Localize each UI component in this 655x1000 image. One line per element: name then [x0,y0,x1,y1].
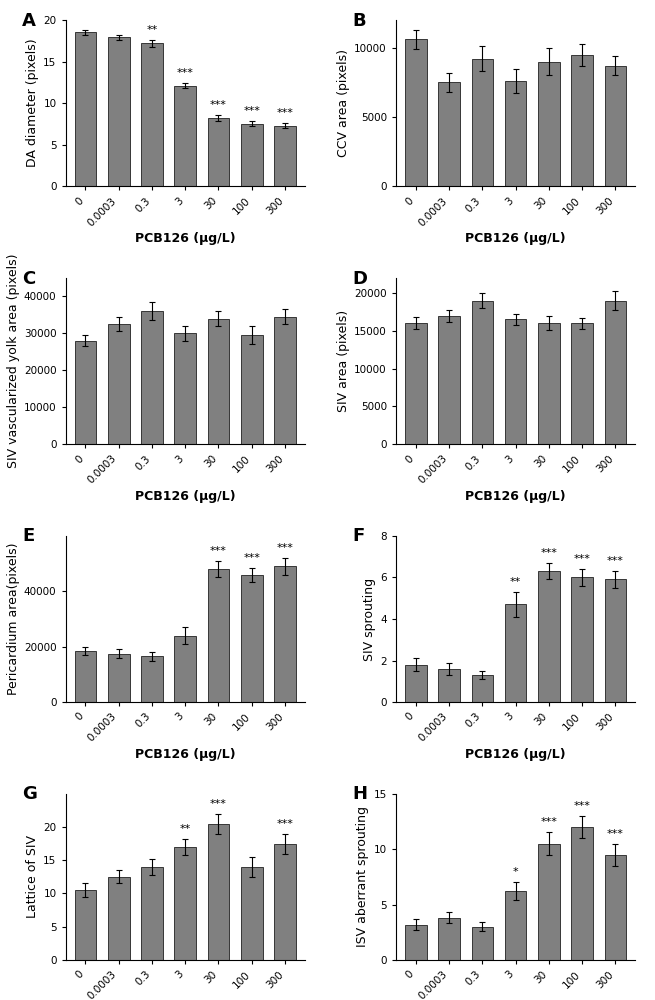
Bar [241,575,263,702]
Bar [605,579,626,702]
Bar [108,654,130,702]
Bar [405,323,426,444]
Bar [274,844,296,960]
Bar [108,324,130,444]
Text: H: H [353,785,368,803]
Text: B: B [353,12,366,30]
Bar [438,918,460,960]
Bar [405,925,426,960]
Y-axis label: DA diameter (pixels): DA diameter (pixels) [26,39,39,167]
Bar [75,651,96,702]
Text: ***: *** [177,68,194,78]
Bar [274,566,296,702]
Bar [174,847,196,960]
Bar [208,319,229,444]
Text: ***: *** [574,801,591,811]
Y-axis label: SIV area (pixels): SIV area (pixels) [337,310,350,412]
Text: **: ** [179,824,191,834]
X-axis label: PCB126 (μg/L): PCB126 (μg/L) [465,748,566,761]
Text: ***: *** [607,829,624,839]
Bar [405,665,426,702]
Bar [241,124,263,186]
Bar [571,827,593,960]
Text: **: ** [146,25,158,35]
Y-axis label: CCV area (pixels): CCV area (pixels) [337,49,350,157]
Bar [208,824,229,960]
Bar [141,867,163,960]
Text: A: A [22,12,36,30]
Y-axis label: Pericardium area(pixels): Pericardium area(pixels) [7,543,20,695]
Bar [605,855,626,960]
Text: ***: *** [243,553,260,563]
Text: E: E [22,527,35,545]
Bar [75,341,96,444]
X-axis label: PCB126 (μg/L): PCB126 (μg/L) [465,232,566,245]
Text: ***: *** [210,799,227,809]
Bar [141,311,163,444]
Bar [472,59,493,186]
Text: G: G [22,785,37,803]
Bar [505,319,527,444]
Bar [208,569,229,702]
Bar [472,927,493,960]
Text: ***: *** [540,817,557,827]
Bar [174,333,196,444]
Bar [538,571,559,702]
Text: *: * [513,867,519,877]
Text: ***: *** [210,546,227,556]
Text: C: C [22,270,35,288]
Text: ***: *** [243,106,260,116]
Text: ***: *** [574,554,591,564]
Text: ***: *** [276,819,293,829]
Bar [141,656,163,702]
Text: **: ** [510,577,521,587]
Text: ***: *** [210,100,227,110]
X-axis label: PCB126 (μg/L): PCB126 (μg/L) [465,490,566,503]
Bar [274,317,296,444]
Text: ***: *** [540,548,557,558]
Bar [241,335,263,444]
Bar [538,844,559,960]
Bar [141,43,163,186]
Bar [538,323,559,444]
Text: ***: *** [607,556,624,566]
Bar [75,32,96,186]
Y-axis label: Lattice of SIV: Lattice of SIV [26,835,39,918]
Bar [505,81,527,186]
Bar [438,82,460,186]
Bar [505,604,527,702]
Text: ***: *** [276,108,293,118]
Text: ***: *** [276,543,293,553]
Bar [108,877,130,960]
Bar [605,301,626,444]
Bar [571,577,593,702]
Bar [274,126,296,186]
Bar [75,890,96,960]
Bar [472,301,493,444]
Bar [472,675,493,702]
Y-axis label: SIV vascularized yolk area (pixels): SIV vascularized yolk area (pixels) [7,254,20,468]
X-axis label: PCB126 (μg/L): PCB126 (μg/L) [135,490,236,503]
Bar [405,39,426,186]
Bar [571,323,593,444]
X-axis label: PCB126 (μg/L): PCB126 (μg/L) [135,232,236,245]
Bar [174,86,196,186]
Bar [505,891,527,960]
Y-axis label: SIV sprouting: SIV sprouting [363,577,376,661]
Text: F: F [353,527,365,545]
Bar [438,316,460,444]
Y-axis label: ISV aberrant sprouting: ISV aberrant sprouting [356,806,369,947]
Text: D: D [353,270,368,288]
X-axis label: PCB126 (μg/L): PCB126 (μg/L) [135,748,236,761]
Bar [241,867,263,960]
Bar [571,55,593,186]
Bar [208,118,229,186]
Bar [538,62,559,186]
Bar [174,636,196,702]
Bar [108,37,130,186]
Bar [438,669,460,702]
Bar [605,66,626,186]
